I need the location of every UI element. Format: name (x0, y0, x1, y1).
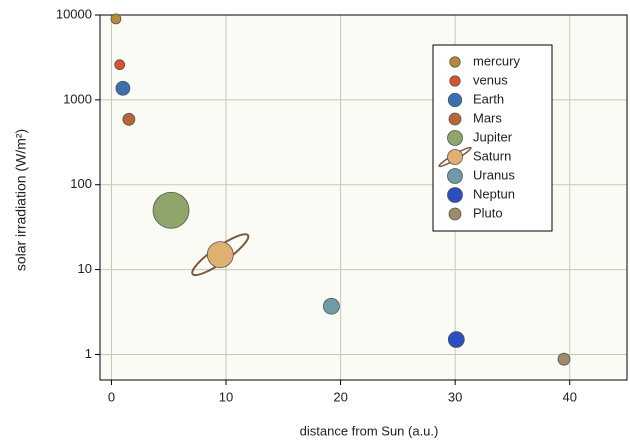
x-tick-label: 10 (219, 389, 233, 404)
planet-marker (323, 297, 340, 315)
planet-marker (110, 13, 122, 25)
point (115, 80, 131, 96)
planet-marker (152, 191, 190, 229)
legend-label: Saturn (473, 148, 511, 163)
point (447, 331, 465, 348)
y-tick-label: 100 (70, 176, 92, 191)
point (206, 241, 234, 269)
plot-frame (99, 14, 628, 381)
legend-swatch (447, 92, 463, 108)
legend-marker (447, 92, 463, 108)
y-tick-label: 1000 (63, 91, 92, 106)
legend-swatch (447, 187, 463, 203)
legend-swatch (447, 168, 463, 184)
planet-marker (115, 80, 131, 96)
y-axis-label: solar irradiation (W/m²) (13, 129, 29, 271)
legend-swatch (447, 130, 463, 146)
legend-marker (447, 130, 463, 146)
y-tick-label: 10000 (56, 6, 92, 21)
y-tick-label: 1 (85, 346, 92, 361)
x-tick-label: 20 (333, 389, 347, 404)
planet-marker (557, 352, 571, 366)
legend-swatch (447, 149, 463, 165)
planet-marker (114, 59, 126, 71)
point (114, 59, 126, 71)
planet-marker (122, 112, 136, 126)
legend-label: Neptun (473, 186, 515, 201)
legend-label: Mars (473, 110, 502, 125)
legend-marker (449, 75, 461, 87)
legend-marker (438, 146, 472, 168)
legend-swatch (448, 207, 462, 221)
legend-swatch (448, 112, 462, 126)
legend-swatch (449, 56, 461, 68)
planet-marker (191, 233, 250, 277)
point (323, 297, 340, 315)
y-tick-label: 10 (78, 261, 92, 276)
point (110, 13, 122, 25)
legend-marker (448, 112, 462, 126)
legend-label: mercury (473, 53, 520, 68)
point (152, 191, 190, 229)
point (122, 112, 136, 126)
legend-marker (448, 207, 462, 221)
legend-label: Jupiter (473, 129, 513, 144)
legend-marker (449, 56, 461, 68)
x-tick-label: 0 (108, 389, 115, 404)
legend-label: Earth (473, 91, 504, 106)
x-tick-label: 30 (448, 389, 462, 404)
point (557, 352, 571, 366)
legend-label: venus (473, 72, 508, 87)
x-axis-label: distance from Sun (a.u.) (300, 423, 439, 438)
legend-swatch (449, 75, 461, 87)
legend-marker (447, 187, 463, 203)
x-tick-label: 40 (562, 389, 576, 404)
legend-label: Uranus (473, 167, 515, 182)
legend-label: Pluto (473, 205, 503, 220)
legend-marker (447, 168, 463, 184)
planet-marker (447, 331, 465, 348)
